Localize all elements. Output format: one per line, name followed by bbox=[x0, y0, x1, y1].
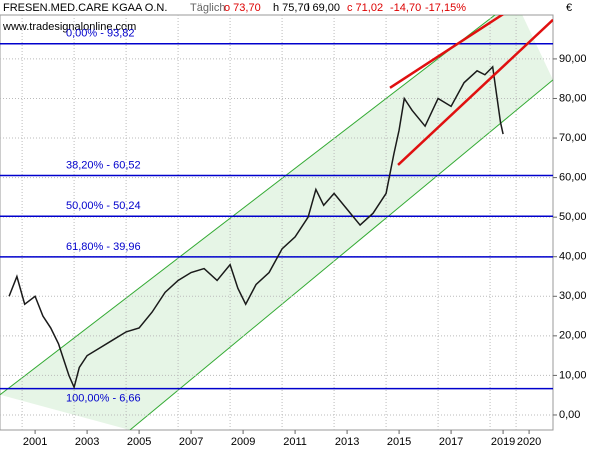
y-tick-label: 10,00 bbox=[559, 369, 587, 381]
trend-line bbox=[389, 15, 505, 89]
x-tick-label: 2003 bbox=[75, 436, 99, 448]
x-tick-label: 2009 bbox=[231, 436, 255, 448]
plot-frame bbox=[0, 14, 554, 431]
fib-label: 0,00% - 93,82 bbox=[66, 28, 135, 40]
y-tick-label: 70,00 bbox=[559, 132, 587, 144]
x-tick-label: 2019 bbox=[491, 436, 515, 448]
y-tick-label: 40,00 bbox=[559, 251, 587, 263]
trend-line bbox=[397, 18, 553, 166]
x-tick-label: 2015 bbox=[387, 436, 411, 448]
high: h 75,70 bbox=[273, 2, 310, 14]
fib-label: 50,00% - 50,24 bbox=[66, 200, 141, 212]
watermark: www.tradesignalonline.com bbox=[2, 21, 136, 33]
y-tick-label: 20,00 bbox=[559, 330, 587, 342]
x-tick-label: 2013 bbox=[335, 436, 359, 448]
y-tick-label: 90,00 bbox=[559, 53, 587, 65]
channel-line bbox=[0, 15, 496, 396]
period: Täglich bbox=[190, 2, 225, 14]
currency: € bbox=[566, 2, 572, 14]
fib-label: 61,80% - 39,96 bbox=[66, 241, 141, 253]
y-tick-label: 50,00 bbox=[559, 211, 587, 223]
x-tick-label: 2020 bbox=[517, 436, 541, 448]
channel-fill bbox=[0, 15, 553, 430]
x-tick-label: 2007 bbox=[179, 436, 203, 448]
x-tick-label: 2017 bbox=[439, 436, 463, 448]
x-tick-label: 2011 bbox=[283, 436, 307, 448]
close: c 71,02 bbox=[347, 2, 383, 14]
y-tick-label: 30,00 bbox=[559, 290, 587, 302]
x-tick-label: 2001 bbox=[23, 436, 47, 448]
fib-label: 100,00% - 6,66 bbox=[66, 393, 141, 405]
x-tick-label: 2005 bbox=[127, 436, 151, 448]
y-tick-label: 60,00 bbox=[559, 172, 587, 184]
symbol-title: FRESEN.MED.CARE KGAA O.N. bbox=[3, 2, 167, 14]
change: -14,70 bbox=[390, 2, 421, 14]
price-line bbox=[8, 65, 504, 390]
plot-area bbox=[0, 15, 553, 430]
channel-line bbox=[129, 79, 553, 430]
low: l 69,00 bbox=[307, 2, 340, 14]
change-pct: -17,15% bbox=[425, 2, 466, 14]
open: o 73,70 bbox=[224, 2, 261, 14]
y-tick-label: 0,00 bbox=[559, 409, 580, 421]
fib-label: 38,20% - 60,52 bbox=[66, 159, 141, 171]
y-tick-label: 80,00 bbox=[559, 92, 587, 104]
